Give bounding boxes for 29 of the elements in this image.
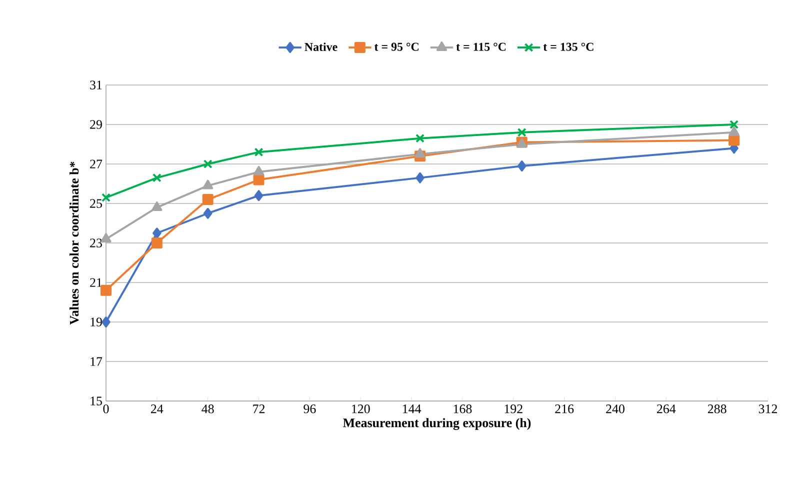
x-axis-title: Measurement during exposure (h) xyxy=(343,418,531,430)
x-tick-label: 216 xyxy=(555,404,574,414)
y-tick-label: 31 xyxy=(90,80,102,90)
y-tick-label: 23 xyxy=(90,238,102,248)
legend-label: t = 135 °C xyxy=(543,42,594,51)
legend-label: t = 115 °C xyxy=(456,42,506,51)
x-tick-label: 24 xyxy=(151,404,164,414)
x-tick-label: 120 xyxy=(352,404,370,414)
x-tick-label: 0 xyxy=(103,404,109,414)
y-tick-label: 29 xyxy=(90,120,102,129)
y-axis-title: Values on color coordinate b* xyxy=(70,162,79,325)
legend-label: t = 95 °C xyxy=(374,42,418,51)
legend-label: Native xyxy=(304,42,338,51)
x-tick-label: 168 xyxy=(454,404,472,414)
x-tick-label: 144 xyxy=(402,404,422,414)
x-tick-label: 48 xyxy=(202,404,214,414)
x-tick-label: 96 xyxy=(304,404,316,414)
x-tick-label: 192 xyxy=(504,404,522,414)
x-tick-label: 72 xyxy=(253,404,265,414)
y-tick-label: 27 xyxy=(90,160,102,168)
y-tick-label: 17 xyxy=(90,357,102,366)
x-tick-label: 240 xyxy=(606,404,624,414)
x-tick-label: 288 xyxy=(708,404,726,414)
x-tick-label: 312 xyxy=(758,404,778,414)
y-tick-label: 21 xyxy=(90,278,102,287)
y-tick-label: 15 xyxy=(90,396,102,406)
x-tick-label: 264 xyxy=(657,404,676,414)
y-tick-label: 19 xyxy=(90,318,102,326)
y-tick-label: 25 xyxy=(90,199,102,208)
